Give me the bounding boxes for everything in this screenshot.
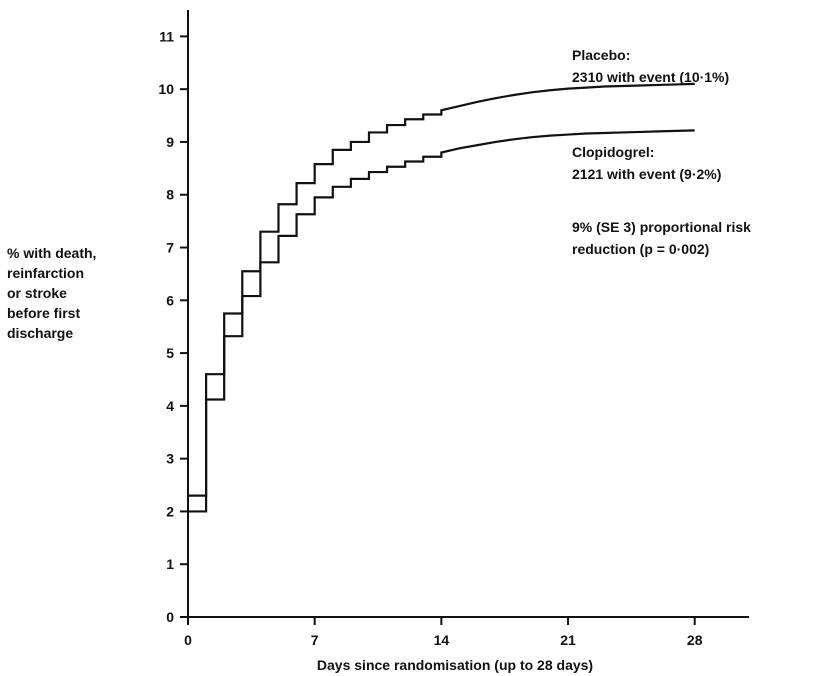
y-tick-label: 9 [166, 134, 174, 150]
y-tick-label: 0 [166, 609, 174, 625]
clopidogrel-annotation: Clopidogrel: 2121 with event (9·2%) [572, 144, 721, 182]
y-axis-title-line: % with death, [7, 245, 96, 261]
y-axis-title-line: reinfarction [7, 265, 84, 281]
y-axis-title: % with death, reinfarction or stroke bef… [7, 245, 100, 341]
risk-reduction-annotation: 9% (SE 3) proportional risk reduction (p… [572, 219, 755, 257]
x-tick-label: 28 [687, 632, 703, 648]
placebo-annotation: Placebo: 2310 with event (10·1%) [572, 47, 729, 85]
y-tick-label: 11 [159, 28, 174, 44]
clopidogrel-annotation-line: 2121 with event (9·2%) [572, 166, 721, 182]
y-axis-ticks: 0 1 2 3 4 5 6 7 8 9 10 11 [158, 28, 188, 625]
y-tick-label: 10 [158, 81, 174, 97]
x-tick-label: 21 [560, 632, 576, 648]
placebo-annotation-line: Placebo: [572, 47, 630, 63]
clopidogrel-annotation-line: Clopidogrel: [572, 144, 654, 160]
y-tick-label: 7 [166, 240, 174, 256]
clopidogrel-series-line [188, 129, 695, 513]
y-axis-title-line: or stroke [7, 285, 67, 301]
y-axis-title-line: before first [7, 305, 80, 321]
x-axis-ticks: 0 7 14 21 28 [184, 617, 703, 648]
y-tick-label: 6 [166, 292, 174, 308]
risk-reduction-annotation-line: 9% (SE 3) proportional risk [572, 219, 751, 235]
y-axis-title-line: discharge [7, 325, 73, 341]
x-tick-label: 0 [184, 632, 192, 648]
y-tick-label: 1 [166, 556, 174, 572]
x-tick-label: 14 [434, 632, 450, 648]
x-axis-title: Days since randomisation (up to 28 days) [317, 657, 593, 673]
y-tick-label: 3 [166, 451, 174, 467]
y-tick-label: 5 [166, 345, 174, 361]
risk-reduction-annotation-line: reduction (p = 0·002) [572, 241, 709, 257]
placebo-annotation-line: 2310 with event (10·1%) [572, 69, 729, 85]
x-tick-label: 7 [311, 632, 319, 648]
y-tick-label: 4 [166, 398, 174, 414]
y-tick-label: 2 [166, 503, 174, 519]
y-tick-label: 8 [166, 187, 174, 203]
